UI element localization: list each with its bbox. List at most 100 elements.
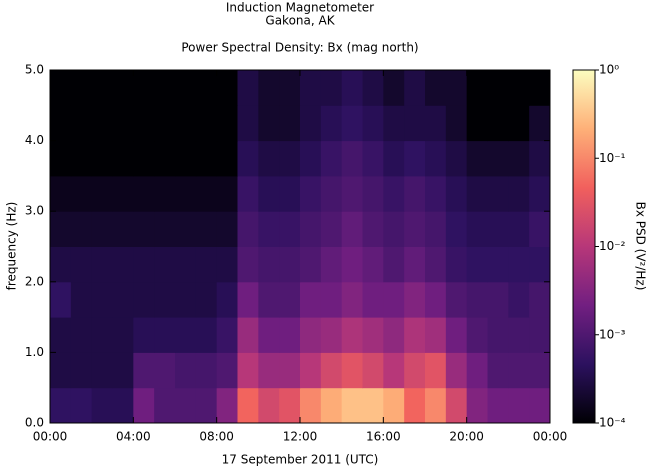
heatmap-cell xyxy=(466,211,488,247)
heatmap-cell xyxy=(383,281,405,318)
heatmap-cell xyxy=(466,387,488,424)
colorbar-tick-label: 10⁻² xyxy=(599,239,626,253)
heatmap-cell xyxy=(341,281,363,318)
heatmap-cell xyxy=(175,387,197,424)
heatmap-cell xyxy=(487,281,509,318)
heatmap-cell xyxy=(216,70,238,106)
heatmap-cell xyxy=(175,281,197,318)
heatmap-cell xyxy=(466,246,488,283)
heatmap-cell xyxy=(383,246,405,283)
heatmap-cell xyxy=(91,387,113,424)
heatmap-cell xyxy=(445,317,468,353)
heatmap-cell xyxy=(425,387,447,424)
heatmap-cell xyxy=(383,105,405,142)
heatmap-cell xyxy=(362,175,384,212)
heatmap-cell xyxy=(70,281,93,318)
heatmap-cell xyxy=(91,317,113,353)
heatmap-cell xyxy=(487,352,509,389)
heatmap-cell xyxy=(487,387,509,424)
heatmap-cell xyxy=(508,105,530,142)
heatmap-cell xyxy=(91,105,113,142)
heatmap-cell xyxy=(487,317,509,353)
heatmap-cell xyxy=(70,211,93,247)
heatmap-cell xyxy=(50,246,72,283)
heatmap-cell xyxy=(300,281,322,318)
heatmap-cell xyxy=(91,352,113,389)
heatmap-cell xyxy=(320,211,343,247)
heatmap-cell xyxy=(50,387,72,424)
heatmap-cell xyxy=(279,175,301,212)
heatmap-cell xyxy=(195,281,218,318)
heatmap-cell xyxy=(529,281,551,318)
heatmap-cell xyxy=(70,140,93,177)
heatmap-cell xyxy=(133,70,155,106)
heatmap-cell xyxy=(175,70,197,106)
heatmap-cell xyxy=(320,317,343,353)
heatmap-cell xyxy=(70,352,93,389)
heatmap-cell xyxy=(445,140,468,177)
heatmap-cell xyxy=(487,246,509,283)
heatmap-cell xyxy=(50,105,72,142)
heatmap-cell xyxy=(404,105,426,142)
heatmap-cell xyxy=(237,387,259,424)
heatmap-cell xyxy=(466,281,488,318)
heatmap-cell xyxy=(300,211,322,247)
heatmap-cell xyxy=(425,281,447,318)
heatmap-cell xyxy=(50,352,72,389)
heatmap-cell xyxy=(445,281,468,318)
heatmap-cell xyxy=(279,352,301,389)
heatmap-cell xyxy=(195,175,218,212)
heatmap-cell xyxy=(466,105,488,142)
heatmap-cell xyxy=(404,317,426,353)
heatmap-cell xyxy=(133,140,155,177)
heatmap-cell xyxy=(91,175,113,212)
y-tick-label: 0.0 xyxy=(25,416,44,430)
heatmap-cell xyxy=(341,352,363,389)
heatmap-cell xyxy=(154,175,176,212)
heatmap-cell xyxy=(216,211,238,247)
heatmap-cell xyxy=(237,317,259,353)
heatmap-cell xyxy=(195,387,218,424)
heatmap-cell xyxy=(175,105,197,142)
heatmap-cell xyxy=(362,317,384,353)
heatmap-cell xyxy=(195,317,218,353)
heatmap-cell xyxy=(50,317,72,353)
heatmap-cell xyxy=(237,70,259,106)
heatmap-cell xyxy=(425,352,447,389)
heatmap-cell xyxy=(216,105,238,142)
heatmap-cell xyxy=(279,211,301,247)
heatmap-cell xyxy=(487,70,509,106)
heatmap-cell xyxy=(362,387,384,424)
heatmap-cell xyxy=(112,387,134,424)
heatmap-cell xyxy=(508,70,530,106)
heatmap-cell xyxy=(300,175,322,212)
heatmap-cell xyxy=(341,317,363,353)
plot-title: Power Spectral Density: Bx (mag north) xyxy=(181,41,418,55)
heatmap-cell xyxy=(175,175,197,212)
heatmap-cell xyxy=(216,140,238,177)
heatmap-cell xyxy=(258,281,280,318)
heatmap-cell xyxy=(91,211,113,247)
heatmap-cell xyxy=(362,281,384,318)
heatmap-cell xyxy=(320,70,343,106)
heatmap-cell xyxy=(279,317,301,353)
y-tick-label: 2.0 xyxy=(25,274,44,288)
heatmap-cell xyxy=(300,140,322,177)
heatmap-cell xyxy=(425,175,447,212)
heatmap-cell xyxy=(487,140,509,177)
heatmap-cell xyxy=(529,105,551,142)
heatmap-cell xyxy=(133,246,155,283)
heatmap-cell xyxy=(154,70,176,106)
x-tick-label: 08:00 xyxy=(199,430,234,444)
heatmap-cell xyxy=(508,317,530,353)
heatmap-cell xyxy=(425,246,447,283)
heatmap-cell xyxy=(320,352,343,389)
heatmap-cell xyxy=(258,246,280,283)
heatmap-cell xyxy=(175,140,197,177)
heatmap-cell xyxy=(300,387,322,424)
heatmap-cell xyxy=(133,281,155,318)
heatmap-cell xyxy=(320,105,343,142)
heatmap-cell xyxy=(445,70,468,106)
heatmap-cell xyxy=(70,105,93,142)
